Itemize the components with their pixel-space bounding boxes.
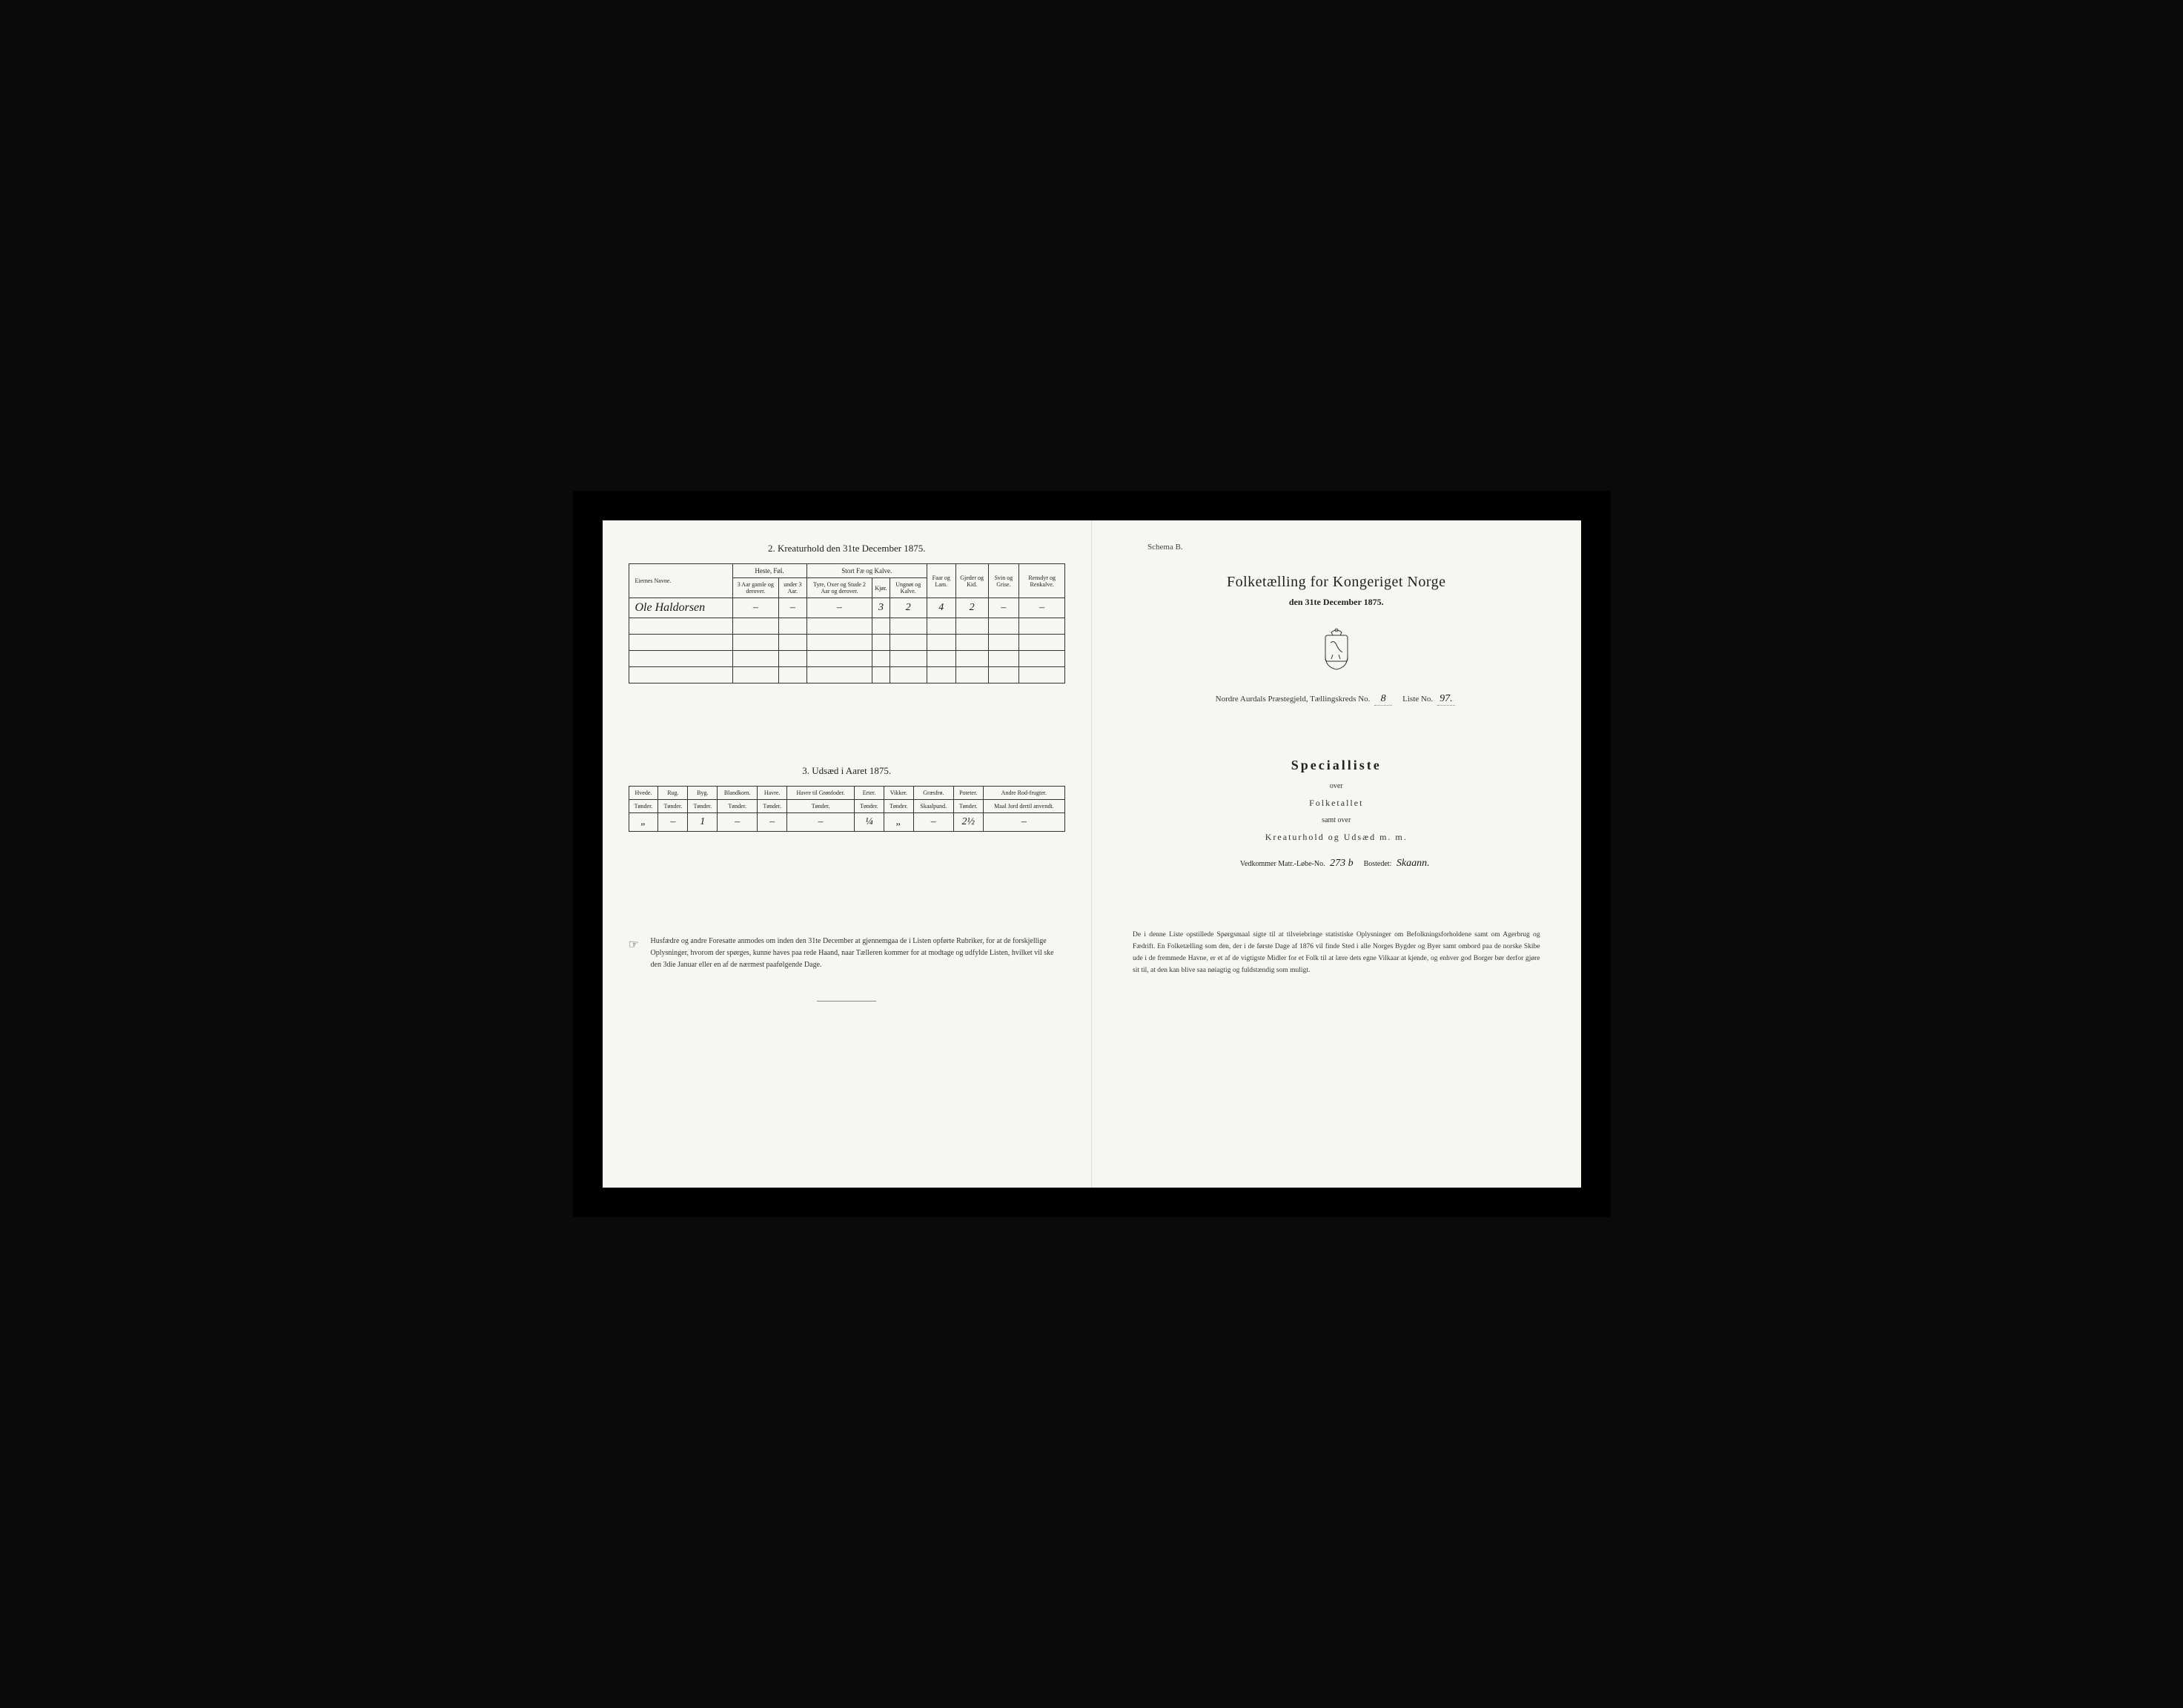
col-byg: Byg. — [688, 787, 718, 800]
cell-vikker: „ — [884, 813, 913, 832]
col-heste-gamle: 3 Aar gamle og derover. — [732, 578, 779, 598]
bostedet-line: Vedkommer Matr.-Løbe-No. 273 b Bostedet:… — [1118, 858, 1555, 870]
col-rensdyr: Rensdyr og Renkalve. — [1019, 564, 1065, 598]
unit-poteter: Tønder. — [953, 800, 983, 813]
empty-row — [629, 651, 1065, 667]
unit-hvede: Tønder. — [629, 800, 658, 813]
col-group-storfe: Stort Fæ og Kalve. — [806, 564, 927, 578]
col-heste-under3: under 3 Aar. — [779, 578, 806, 598]
divider — [817, 1001, 876, 1002]
seed-table: Hvede. Rug. Byg. Blandkorn. Havre. Havre… — [629, 786, 1066, 832]
left-notice-text: Husfædre og andre Foresatte anmodes om i… — [651, 937, 1054, 969]
empty-row — [629, 667, 1065, 683]
liste-label: Liste No. — [1402, 695, 1433, 704]
seed-row: „ – 1 – – – ¼ „ – 2½ – — [629, 813, 1065, 832]
kreaturhold-label: Kreaturhold og Udsæd m. m. — [1118, 832, 1555, 843]
empty-row — [629, 618, 1065, 635]
unit-andre: Maal Jord dertil anvendt. — [983, 800, 1064, 813]
cell-tyre: – — [806, 598, 872, 618]
cell-gjeder: 2 — [955, 598, 988, 618]
owner-name: Ole Haldorsen — [629, 598, 732, 618]
col-graesfro: Græsfrø. — [913, 787, 953, 800]
district-prefix: Nordre Aurdals Præstegjeld, Tællingskred… — [1216, 695, 1371, 704]
col-faar: Faar og Lam. — [927, 564, 955, 598]
cell-byg: 1 — [688, 813, 718, 832]
schema-label: Schema B. — [1147, 543, 1555, 552]
census-title: Folketælling for Kongeriget Norge — [1118, 574, 1555, 591]
col-owner: Eiernes Navne. — [629, 564, 732, 598]
right-page: Schema B. Folketælling for Kongeriget No… — [1092, 520, 1581, 1188]
district-line: Nordre Aurdals Præstegjeld, Tællingskred… — [1118, 693, 1555, 706]
col-andre: Andre Rod-frugter. — [983, 787, 1064, 800]
folketallet-label: Folketallet — [1118, 798, 1555, 809]
cell-hvede: „ — [629, 813, 658, 832]
coat-of-arms-icon — [1118, 626, 1555, 675]
col-blandkorn: Blandkorn. — [718, 787, 758, 800]
cell-faar: 4 — [927, 598, 955, 618]
unit-erter: Tønder. — [855, 800, 884, 813]
cell-havre-gron: – — [787, 813, 855, 832]
cell-erter: ¼ — [855, 813, 884, 832]
unit-graesfro: Skaalpund. — [913, 800, 953, 813]
cell-rensdyr: – — [1019, 598, 1065, 618]
unit-rug: Tønder. — [658, 800, 688, 813]
section-2-title: 2. Kreaturhold den 31te December 1875. — [629, 543, 1066, 555]
col-havre-gron: Havre til Grønfoder. — [787, 787, 855, 800]
livestock-table: Eiernes Navne. Heste, Føl. Stort Fæ og K… — [629, 563, 1066, 683]
col-svin: Svin og Grise. — [988, 564, 1019, 598]
unit-blandkorn: Tønder. — [718, 800, 758, 813]
cell-ungnot: 2 — [890, 598, 927, 618]
bostedet-value: Skaann. — [1397, 858, 1430, 870]
col-poteter: Poteter. — [953, 787, 983, 800]
cell-andre: – — [983, 813, 1064, 832]
left-notice: ☞ Husfædre og andre Foresatte anmodes om… — [629, 936, 1066, 971]
over-label: over — [1118, 782, 1555, 790]
samt-over-label: samt over — [1118, 816, 1555, 824]
cell-heste-gamle: – — [732, 598, 779, 618]
bostedet-label: Bostedet: — [1364, 860, 1392, 868]
col-havre: Havre. — [758, 787, 787, 800]
col-rug: Rug. — [658, 787, 688, 800]
census-date: den 31te December 1875. — [1118, 597, 1555, 608]
cell-svin: – — [988, 598, 1019, 618]
unit-byg: Tønder. — [688, 800, 718, 813]
cell-blandkorn: – — [718, 813, 758, 832]
cell-kjor: 3 — [872, 598, 890, 618]
col-group-heste: Heste, Føl. — [732, 564, 806, 578]
cell-graesfro: – — [913, 813, 953, 832]
col-hvede: Hvede. — [629, 787, 658, 800]
col-erter: Erter. — [855, 787, 884, 800]
document-spread: 2. Kreaturhold den 31te December 1875. E… — [603, 520, 1581, 1188]
col-kjor: Kjør. — [872, 578, 890, 598]
vedkommer-label: Vedkommer Matr.-Løbe-No. — [1240, 860, 1325, 868]
left-page: 2. Kreaturhold den 31te December 1875. E… — [603, 520, 1093, 1188]
special-title: Specialliste — [1118, 758, 1555, 773]
cell-rug: – — [658, 813, 688, 832]
col-vikker: Vikker. — [884, 787, 913, 800]
unit-vikker: Tønder. — [884, 800, 913, 813]
pointing-hand-icon: ☞ — [629, 936, 639, 955]
cell-heste-under3: – — [779, 598, 806, 618]
right-notice: De i denne Liste opstillede Spørgsmaal s… — [1118, 929, 1555, 977]
unit-havre: Tønder. — [758, 800, 787, 813]
empty-row — [629, 635, 1065, 651]
col-gjeder: Gjeder og Kid. — [955, 564, 988, 598]
col-tyre: Tyre, Oxer og Stude 2 Aar og derover. — [806, 578, 872, 598]
section-3-title: 3. Udsæd i Aaret 1875. — [629, 765, 1066, 777]
livestock-row: Ole Haldorsen – – – 3 2 4 2 – – — [629, 598, 1065, 618]
scan-frame: 2. Kreaturhold den 31te December 1875. E… — [573, 491, 1611, 1217]
unit-havre-gron: Tønder. — [787, 800, 855, 813]
col-ungnot: Ungnøt og Kalve. — [890, 578, 927, 598]
liste-no: 97. — [1437, 693, 1455, 706]
kreds-no: 8 — [1374, 693, 1392, 706]
matr-no: 273 b — [1330, 858, 1354, 870]
cell-poteter: 2½ — [953, 813, 983, 832]
cell-havre: – — [758, 813, 787, 832]
